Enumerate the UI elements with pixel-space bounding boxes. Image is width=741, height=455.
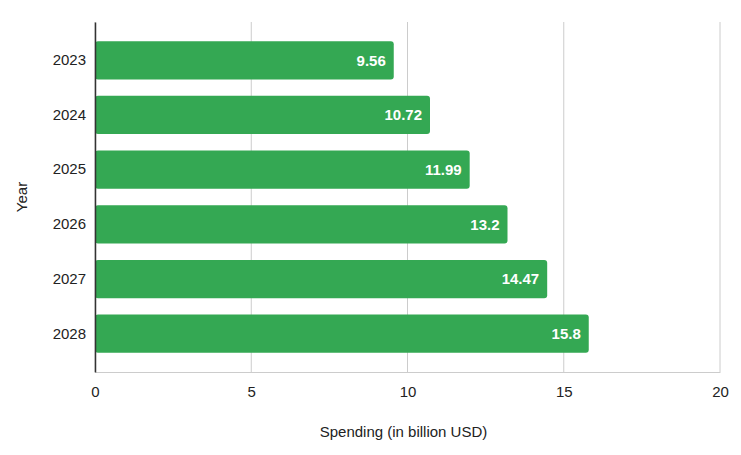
y-tick: 2025 — [53, 160, 95, 177]
x-tick: 5 — [248, 372, 256, 400]
x-tick-label: 15 — [556, 383, 573, 400]
x-tick: 20 — [712, 372, 729, 400]
grid-line — [95, 22, 96, 372]
data-label: 15.8 — [552, 325, 581, 342]
grid — [95, 22, 720, 372]
bars — [95, 41, 589, 353]
bar — [95, 205, 508, 243]
x-axis-title: Spending (in billion USD) — [320, 423, 488, 440]
chart: 0 5 10 15 20 2023 2024 2025 2026 2027 2028 9.56 10.7… — [0, 0, 741, 455]
x-tick: 15 — [556, 372, 573, 400]
y-axis-line — [95, 23, 97, 373]
x-tick: 10 — [400, 372, 417, 400]
y-tick-label: 2024 — [53, 106, 86, 123]
x-tick-label: 0 — [91, 383, 99, 400]
bar — [95, 315, 589, 353]
x-tick-label: 5 — [248, 383, 256, 400]
x-tick: 0 — [91, 372, 99, 400]
y-tick-label: 2028 — [53, 325, 86, 342]
y-tick: 2027 — [53, 270, 95, 287]
x-axis: 0 5 10 15 20 — [91, 372, 729, 400]
x-axis-line — [96, 372, 721, 373]
y-tick: 2023 — [53, 51, 95, 68]
y-tick: 2026 — [53, 215, 95, 232]
y-tick-label: 2025 — [53, 160, 86, 177]
data-label: 11.99 — [425, 161, 462, 178]
bar — [95, 41, 394, 79]
data-label: 9.56 — [357, 52, 386, 69]
bar — [95, 96, 430, 134]
y-axis-title: Year — [13, 182, 30, 212]
y-tick: 2028 — [53, 325, 95, 342]
data-labels: 9.56 10.72 11.99 13.2 14.47 15.8 — [357, 52, 581, 342]
x-tick-label: 20 — [712, 383, 729, 400]
grid-line — [720, 22, 721, 372]
x-tick-label: 10 — [400, 383, 417, 400]
plot: 0 5 10 15 20 2023 2024 2025 2026 2027 2028 9.56 10.7… — [53, 22, 729, 400]
bar — [95, 260, 547, 298]
bar — [95, 151, 470, 189]
y-tick-label: 2026 — [53, 215, 86, 232]
y-tick-label: 2023 — [53, 51, 86, 68]
y-tick: 2024 — [53, 106, 95, 123]
data-label: 14.47 — [502, 270, 540, 287]
y-axis: 2023 2024 2025 2026 2027 2028 — [53, 23, 96, 373]
y-tick-label: 2027 — [53, 270, 86, 287]
data-label: 10.72 — [384, 106, 422, 123]
data-label: 13.2 — [470, 216, 499, 233]
